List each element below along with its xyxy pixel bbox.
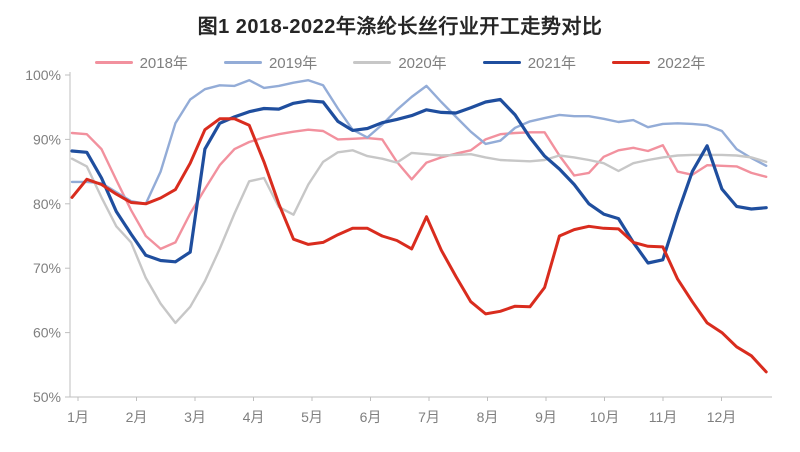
series-line-2019 [70,78,768,206]
legend-swatch-2022 [612,61,651,64]
legend-item-2018[interactable]: 2018年 [94,52,188,73]
legend-item-2022[interactable]: 2022年 [612,52,705,73]
legend-swatch-2018 [94,61,133,64]
x-axis-label: 4月 [243,409,265,425]
y-axis-label: 80% [33,196,61,212]
legend-swatch-2021 [482,61,521,64]
y-axis-label: 100% [25,67,61,83]
legend-label-2021: 2021年 [527,55,577,72]
legend-label-2020: 2020年 [398,55,447,72]
x-axis-label: 7月 [418,409,440,425]
legend: 2018年 2019年 2020年 2021年 2022年 [0,52,800,73]
y-axis-label: 50% [33,389,61,405]
y-axis-label: 90% [33,131,61,147]
x-axis-label: 8月 [477,409,499,425]
legend-swatch-2019 [223,61,262,64]
x-axis-label: 3月 [184,409,206,425]
y-axis-label: 60% [33,325,61,341]
x-axis-label: 6月 [360,409,382,425]
legend-label-2018: 2018年 [139,55,188,72]
x-axis-label: 11月 [649,409,678,425]
legend-swatch-2020 [353,61,392,64]
legend-item-2019[interactable]: 2019年 [223,52,318,73]
legend-item-2021[interactable]: 2021年 [482,52,577,73]
x-axis-label: 1月 [67,409,89,425]
series-line-2021 [70,97,768,265]
series-line-2022 [70,117,768,374]
legend-label-2019: 2019年 [268,55,318,72]
x-axis-label: 12月 [707,409,737,425]
y-axis-label: 70% [33,260,61,276]
series-line-2018 [70,128,768,251]
x-axis-label: 10月 [590,409,620,425]
x-axis-label: 2月 [126,409,148,425]
chart-title: 图1 2018-2022年涤纶长丝行业开工走势对比 [197,16,603,38]
series-line-2020 [70,149,768,325]
legend-label-2022: 2022年 [657,55,706,72]
x-axis-label: 5月 [301,409,323,425]
x-axis-label: 9月 [535,409,557,425]
legend-item-2020[interactable]: 2020年 [353,52,447,73]
